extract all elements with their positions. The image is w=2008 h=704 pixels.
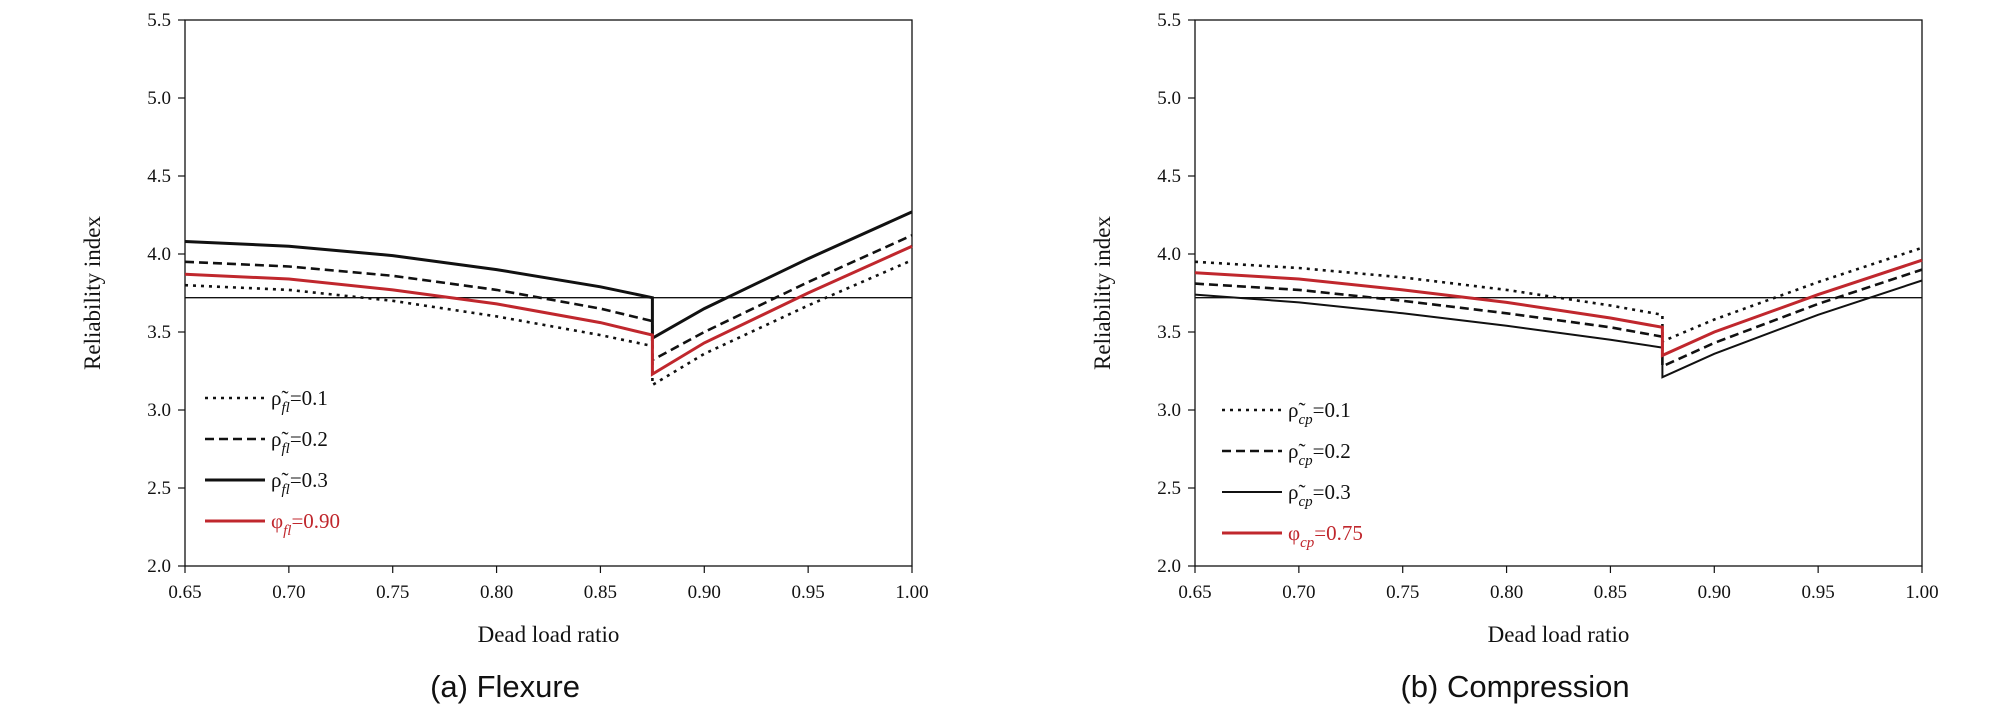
- y-tick-label: 5.5: [147, 10, 171, 31]
- y-axis-title: Reliability index: [80, 216, 105, 370]
- y-tick-label: 4.0: [147, 244, 171, 265]
- legend-label: ρ̃cp=0.2: [1288, 439, 1351, 469]
- x-tick-label: 0.85: [1594, 582, 1627, 603]
- y-tick-label: 2.5: [147, 478, 171, 499]
- legend-label: ρ̃fl=0.3: [271, 468, 328, 498]
- panel-caption: (a) Flexure: [430, 669, 580, 704]
- y-tick-label: 3.0: [147, 400, 171, 421]
- series-4: [1194, 258, 1923, 358]
- x-tick-label: 1.00: [1905, 582, 1938, 603]
- x-tick-label: 0.65: [168, 582, 201, 603]
- legend-label: ρ̃cp=0.1: [1288, 398, 1351, 428]
- legend-label: ρ̃cp=0.3: [1288, 480, 1351, 510]
- x-tick-label: 0.85: [584, 582, 617, 603]
- series-line: [1194, 246, 1923, 344]
- x-axis-title: Dead load ratio: [1488, 622, 1630, 647]
- legend: ρ̃cp=0.1 ρ̃cp=0.2 ρ̃cp=0.3 φcp=0.75: [1222, 398, 1363, 551]
- series-line: [184, 244, 913, 377]
- series-2: [184, 234, 913, 363]
- x-axis-title: Dead load ratio: [478, 622, 620, 647]
- series-line: [1194, 279, 1923, 379]
- series-3: [1194, 279, 1923, 379]
- series-line: [1194, 268, 1923, 369]
- legend-label: φfl=0.90: [271, 509, 340, 539]
- chart-panel-2: 0.65 0.70 0.75 0.80 0.85 0.90 0.95 1.00 2.0 2.5 3.…: [1090, 10, 1939, 704]
- series-line: [184, 210, 913, 341]
- y-tick-label: 5.0: [147, 88, 171, 109]
- y-tick-label: 5.0: [1157, 88, 1181, 109]
- y-tick-label: 2.0: [1157, 556, 1181, 577]
- y-tick-label: 2.0: [147, 556, 171, 577]
- series-1: [1194, 246, 1923, 344]
- y-tick-label: 4.5: [1157, 166, 1181, 187]
- y-tick-label: 3.5: [1157, 322, 1181, 343]
- series-3: [184, 210, 913, 341]
- x-tick-label: 0.75: [1386, 582, 1419, 603]
- series-line: [1194, 258, 1923, 358]
- y-tick-label: 2.5: [1157, 478, 1181, 499]
- y-tick-label: 3.5: [147, 322, 171, 343]
- x-tick-label: 1.00: [895, 582, 928, 603]
- series-line: [184, 234, 913, 363]
- y-tick-label: 4.5: [147, 166, 171, 187]
- x-tick-label: 0.80: [480, 582, 513, 603]
- x-tick-label: 0.90: [1698, 582, 1731, 603]
- panel-caption: (b) Compression: [1400, 669, 1629, 704]
- series-4: [184, 244, 913, 377]
- x-tick-label: 0.95: [792, 582, 825, 603]
- x-tick-label: 0.95: [1802, 582, 1835, 603]
- x-tick-label: 0.70: [272, 582, 305, 603]
- x-tick-label: 0.90: [688, 582, 721, 603]
- y-tick-label: 4.0: [1157, 244, 1181, 265]
- y-tick-label: 3.0: [1157, 400, 1181, 421]
- x-tick-label: 0.65: [1178, 582, 1211, 603]
- x-tick-label: 0.70: [1282, 582, 1315, 603]
- y-axis-title: Reliability index: [1090, 216, 1115, 370]
- legend: ρ̃fl=0.1 ρ̃fl=0.2 ρ̃fl=0.3 φfl=0.90: [205, 386, 340, 539]
- legend-label: ρ̃fl=0.2: [271, 427, 328, 457]
- chart-panel-1: 0.65 0.70 0.75 0.80 0.85 0.90 0.95 1.00 2.0 2.5 3.…: [80, 10, 929, 704]
- legend-label: ρ̃fl=0.1: [271, 386, 328, 416]
- plot-frame: [1194, 19, 1923, 567]
- x-tick-label: 0.80: [1490, 582, 1523, 603]
- x-tick-label: 0.75: [376, 582, 409, 603]
- plot-frame: [184, 19, 913, 567]
- series-2: [1194, 268, 1923, 369]
- y-tick-label: 5.5: [1157, 10, 1181, 31]
- legend-label: φcp=0.75: [1288, 521, 1363, 551]
